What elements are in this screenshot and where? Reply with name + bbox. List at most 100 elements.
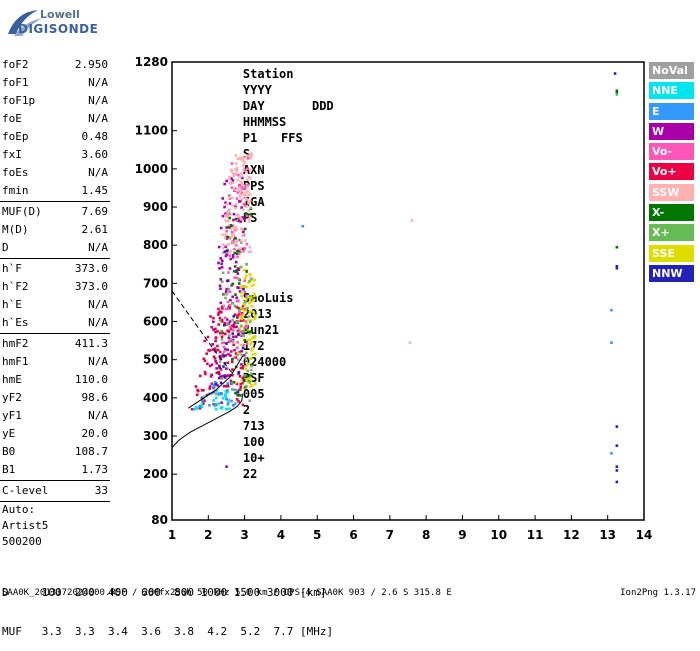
- echo-point-x: [237, 282, 241, 285]
- param-key: yF2: [2, 391, 22, 404]
- echo-point-w: [242, 375, 246, 379]
- echo-point-noval: [229, 337, 233, 341]
- echo-point-vo: [206, 362, 209, 366]
- legend-item-e: E: [649, 102, 694, 120]
- legend-item-sse: SSE: [649, 244, 694, 262]
- station-header: Station YYYY DAY DDD HHMMSS P1 FFS S AXN…: [214, 18, 344, 514]
- param-row: h`Es N/A: [0, 314, 112, 332]
- echo-point-sse: [234, 381, 237, 384]
- echo-point-sse: [244, 285, 247, 288]
- echo-point-ssw: [246, 178, 249, 181]
- echo-point-ssw: [227, 209, 231, 213]
- echo-point-w: [235, 325, 238, 329]
- echo-point-noval: [250, 365, 254, 368]
- echo-point-nne: [224, 390, 227, 393]
- echo-point-vo: [210, 382, 214, 386]
- echo-point-sse: [248, 338, 252, 341]
- echo-point-x: [234, 237, 237, 240]
- echo-point-w: [235, 252, 239, 256]
- echo-point-vo: [239, 366, 243, 370]
- echo-point-w: [228, 374, 232, 377]
- header-label: DAY: [242, 99, 265, 113]
- echo-point-w: [211, 348, 215, 351]
- param-value: 3.60: [81, 148, 109, 161]
- echo-point-vo: [207, 349, 210, 352]
- echo-point-nnw: [241, 346, 245, 350]
- echo-point-x: [245, 270, 248, 273]
- echo-point-ssw: [238, 187, 242, 190]
- echo-point-vo: [235, 299, 239, 303]
- echo-point-w: [215, 367, 218, 370]
- echo-point-w: [219, 278, 223, 281]
- echo-point-ssw: [231, 196, 234, 200]
- echo-point-noval: [240, 241, 243, 245]
- echo-point-e: [220, 392, 223, 396]
- echo-point-w: [214, 360, 217, 363]
- echo-point-x: [233, 265, 237, 268]
- echo-point-w: [225, 179, 229, 183]
- param-row: fxI 3.60: [0, 146, 112, 164]
- echo-point-x: [231, 388, 234, 391]
- echo-point-vo: [244, 204, 247, 208]
- echo-point-w: [212, 320, 215, 324]
- header-label: S: [242, 147, 251, 161]
- echo-point-w: [225, 226, 228, 229]
- param-row: D N/A: [0, 239, 112, 257]
- param-row: foE N/A: [0, 110, 112, 128]
- echo-point-ssw: [221, 233, 224, 237]
- echo-point-x: [237, 252, 241, 255]
- param-row: yF1 N/A: [0, 407, 112, 425]
- echo-point-sse: [250, 340, 254, 344]
- echo-point-w: [238, 200, 241, 203]
- echo-point-w: [232, 218, 235, 222]
- param-value: N/A: [88, 112, 108, 125]
- echo-point-ssw: [235, 170, 239, 173]
- echo-point-vo: [226, 300, 230, 304]
- echo-point-ssw: [226, 211, 230, 215]
- echo-point-nne: [212, 399, 215, 402]
- echo-point-ssw: [235, 166, 239, 170]
- echo-point-ssw: [245, 198, 249, 201]
- echo-point-vo: [195, 393, 199, 397]
- header-label: PPS: [242, 179, 265, 193]
- echo-point-ssw: [234, 226, 238, 229]
- echo-point-vo: [221, 331, 225, 335]
- echo-point-vo: [238, 388, 242, 391]
- echo-point-ssw: [236, 157, 240, 161]
- parameter-panel: foF2 2.950 foF1 N/A foF1p N/A foE N/A foEp 0.48 fx…: [0, 56, 112, 551]
- echo-point-nne: [214, 408, 218, 411]
- echo-point-sse: [250, 309, 253, 313]
- y-tick-labels: 80 200 300 400 500 600 700 800 900 1000 1100 1280: [135, 55, 168, 527]
- echo-point-vo: [212, 316, 215, 320]
- echo-point-sse: [240, 291, 244, 295]
- echo-point-vo: [243, 326, 246, 330]
- echo-point-x: [248, 279, 251, 283]
- legend-item-nne: NNE: [649, 82, 694, 100]
- echo-point-nne: [224, 394, 228, 398]
- echo-point-w: [220, 259, 224, 263]
- echo-point-w: [223, 347, 227, 351]
- echo-point-vo: [235, 197, 239, 200]
- echo-point-w: [220, 266, 224, 269]
- divider: [0, 333, 110, 334]
- param-key: foF2: [2, 58, 29, 71]
- echo-point-sse: [242, 268, 246, 272]
- param-row: foEs N/A: [0, 164, 112, 182]
- echo-point-vo: [236, 255, 239, 259]
- echo-point-vo: [245, 242, 249, 246]
- muf-row: MUF 3.3 3.3 3.4 3.6 3.8 4.2 5.2 7.7 [MHz…: [2, 625, 334, 638]
- echo-point-w: [241, 247, 245, 251]
- echo-point-sse: [253, 279, 257, 282]
- echo-point-nnw: [225, 249, 229, 253]
- echo-point-x: [244, 328, 248, 332]
- echo-point-ssw: [248, 245, 252, 249]
- echo-point-w: [218, 355, 222, 358]
- echo-point-e: [226, 389, 229, 392]
- echo-point-w: [234, 260, 238, 264]
- echo-point-outlier: [615, 91, 619, 94]
- echo-point-w: [231, 295, 234, 299]
- electron-density-profile-curve: [171, 393, 244, 448]
- echo-point-vo: [213, 327, 217, 331]
- echo-point-ssw: [233, 242, 237, 246]
